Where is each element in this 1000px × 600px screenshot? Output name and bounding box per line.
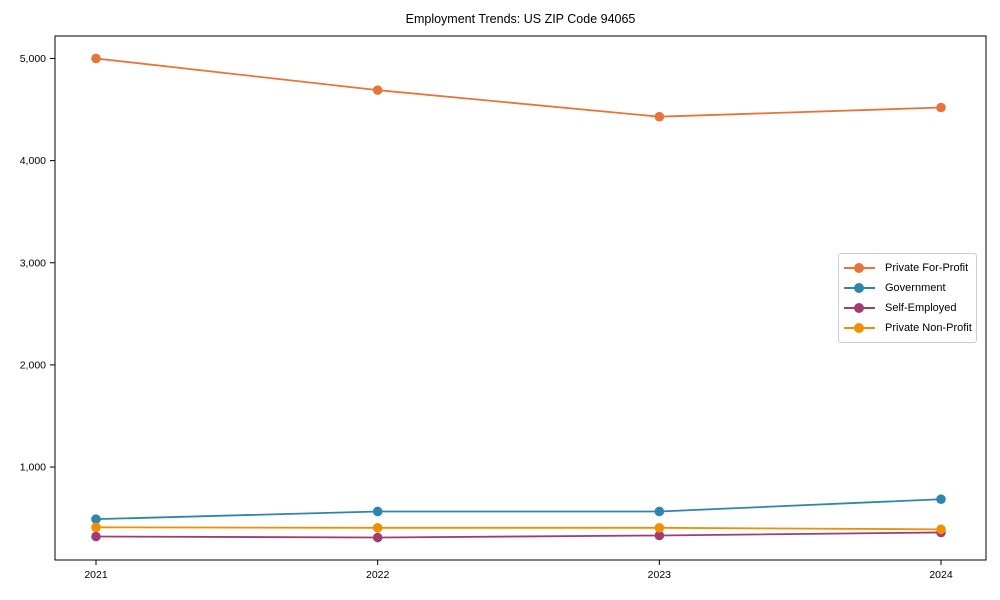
x-tick-label: 2021 [84,569,108,581]
data-point [91,522,101,533]
data-point [654,506,665,517]
legend-item: Private For-Profit [844,258,970,278]
plot-border [54,35,987,561]
x-tick-label: 2023 [648,569,672,581]
legend-item: Government [844,278,970,298]
legend-marker-line-dot [844,262,875,274]
data-point [654,523,665,533]
y-tick-label: 1,000 [20,462,46,474]
series-line [95,526,942,531]
data-point [372,532,383,543]
legend-item: Private Non-Profit [844,318,972,338]
legend-marker-line-dot [844,322,875,334]
legend-label: Government [885,282,946,294]
data-point [372,523,383,533]
y-tick-label: 4,000 [20,155,46,167]
legend-marker-line-dot [844,302,875,314]
legend: Private For-Profit Government Self-Emplo… [838,253,977,343]
data-point [654,530,665,541]
data-point [91,514,101,524]
x-tick-label: 2022 [366,569,390,581]
data-point [372,506,383,517]
y-tick-label: 5,000 [20,53,46,65]
data-point [91,531,101,542]
data-point [91,53,101,64]
data-point [936,494,946,505]
series-line [95,498,942,521]
data-point [936,524,946,535]
x-tick-label: 2024 [929,569,953,581]
series-line [95,57,942,118]
chart-title: Employment Trends: US ZIP Code 94065 [405,12,636,26]
legend-label: Private Non-Profit [885,322,972,334]
y-tick-label: 3,000 [20,257,46,269]
legend-label: Self-Employed [885,302,957,314]
y-tick-label: 2,000 [20,359,46,371]
legend-marker-line-dot [844,282,875,294]
data-point [936,102,946,113]
data-point [372,85,383,95]
legend-label: Private For-Profit [885,262,969,274]
series-line [95,531,942,539]
legend-item: Self-Employed [844,298,970,318]
data-point [654,111,665,122]
